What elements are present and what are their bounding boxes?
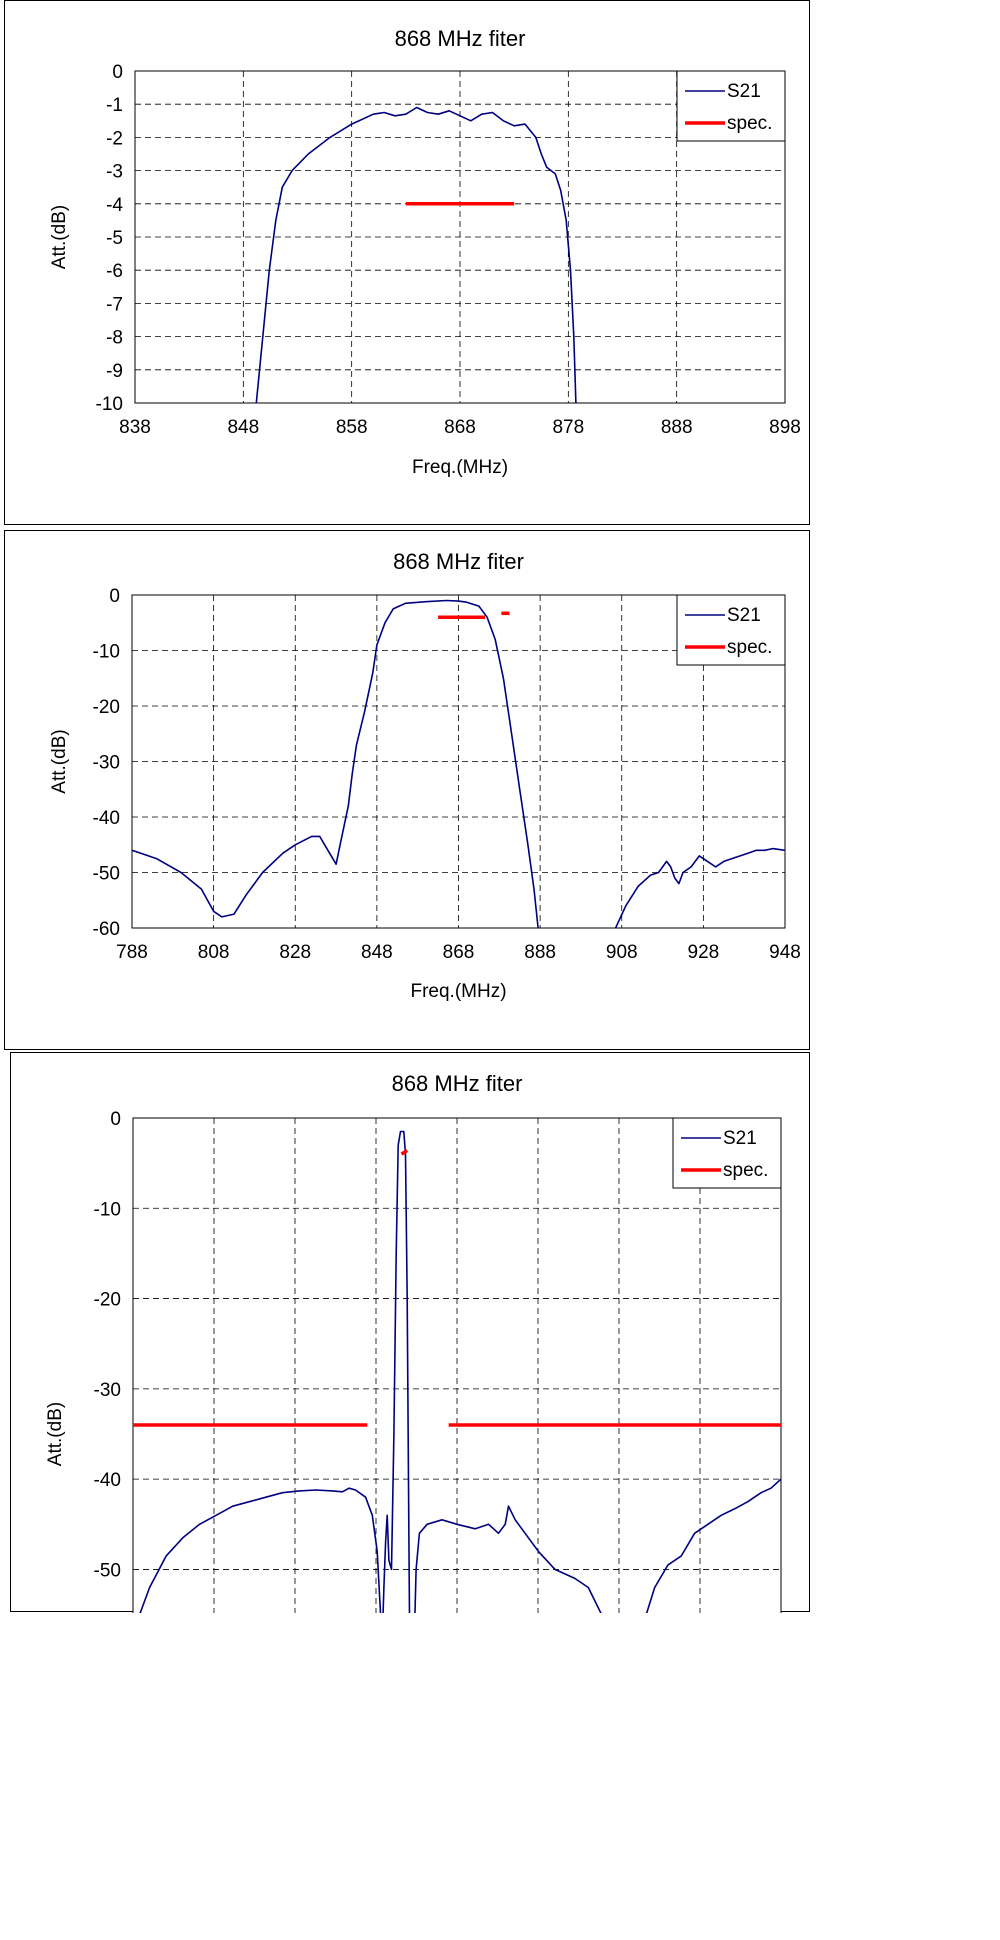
y-tick-label: -7: [106, 294, 123, 315]
legend: S21 spec.: [676, 594, 786, 666]
legend-label: S21: [723, 1128, 757, 1149]
x-tick-label: 808: [198, 942, 230, 963]
y-tick-label: -1: [106, 95, 123, 116]
x-tick-label: 948: [769, 942, 801, 963]
legend-label: S21: [727, 81, 761, 102]
x-axis-label: Freq.(MHz): [412, 457, 508, 478]
legend-label: spec.: [727, 113, 772, 134]
s21-line: [139, 1130, 781, 1613]
y-tick-label: -40: [93, 808, 120, 829]
y-tick-label: -10: [93, 642, 120, 663]
x-axis-label: Freq.(MHz): [410, 981, 506, 1002]
chart-title: 868 MHz fiter: [392, 1071, 523, 1096]
y-tick-label: -8: [106, 328, 123, 349]
legend-box: [676, 594, 786, 666]
x-tick-label: 888: [661, 417, 693, 438]
x-tick-label: 858: [336, 417, 368, 438]
y-tick-label: -50: [93, 864, 120, 885]
chart-title: 868 MHz fiter: [393, 549, 524, 574]
x-tick-label: 828: [279, 942, 311, 963]
legend-label: spec.: [727, 637, 772, 658]
y-tick-label: -10: [96, 394, 123, 415]
x-tick-label: 928: [688, 942, 720, 963]
y-tick-label: -4: [106, 195, 123, 216]
y-axis-label: Att.(dB): [45, 1402, 66, 1466]
chart-panel-2: 788 808 828 848 868 888 908 928 948 0 -10 -20 -30 -40…: [4, 530, 810, 1050]
chart-1: 838 848 858 868 878 888 898 0 -1 -2 -3 -4 -5 -6 -7 -8 -9…: [49, 26, 801, 478]
y-tick-label: -9: [106, 361, 123, 382]
s21-line: [132, 599, 539, 928]
y-tick-label: -60: [93, 919, 120, 940]
y-tick-label: -20: [93, 697, 120, 718]
x-tick-label: 888: [524, 942, 556, 963]
x-tick-label: 878: [552, 417, 584, 438]
y-tick-label: -50: [94, 1560, 121, 1581]
y-tick-label: -10: [94, 1199, 121, 1220]
y-tick-label: -20: [94, 1290, 121, 1311]
spec-line: [400, 1149, 409, 1156]
legend-label: S21: [727, 605, 761, 626]
chart-panel-3: 50294538781102512691513175620000-10-20-3…: [10, 1052, 810, 1613]
x-tick-label: 868: [443, 942, 475, 963]
legend: S21 spec.: [672, 1117, 782, 1189]
x-tick-label: 848: [227, 417, 259, 438]
y-tick-label: -5: [106, 228, 123, 249]
x-tick-label: 848: [361, 942, 393, 963]
chart-2: 788 808 828 848 868 888 908 928 948 0 -10 -20 -30 -40…: [49, 549, 801, 1002]
s21-line: [614, 847, 785, 928]
legend-label: spec.: [723, 1160, 768, 1181]
y-axis-label: Att.(dB): [49, 205, 70, 269]
chart-panel-1: 838 848 858 868 878 888 898 0 -1 -2 -3 -4 -5 -6 -7 -8 -9…: [4, 0, 810, 525]
legend-box: [676, 70, 786, 142]
y-tick-label: 0: [109, 586, 120, 607]
y-tick-label: 0: [112, 62, 123, 83]
y-axis-label: Att.(dB): [49, 729, 70, 793]
y-tick-label: -30: [94, 1380, 121, 1401]
y-tick-label: -2: [106, 128, 123, 149]
legend: S21 spec.: [676, 70, 786, 142]
chart-title: 868 MHz fiter: [395, 26, 526, 51]
y-tick-label: 0: [110, 1109, 121, 1130]
x-tick-label: 838: [119, 417, 151, 438]
x-tick-label: 868: [444, 417, 476, 438]
y-tick-label: -3: [106, 162, 123, 183]
chart-3: 50294538781102512691513175620000-10-20-3…: [45, 1071, 782, 1613]
x-tick-label: 908: [606, 942, 638, 963]
legend-box: [672, 1117, 782, 1189]
y-tick-label: -30: [93, 753, 120, 774]
y-tick-label: -6: [106, 261, 123, 282]
s21-line: [255, 106, 577, 403]
x-tick-label: 898: [769, 417, 801, 438]
y-tick-label: -40: [94, 1470, 121, 1491]
x-tick-label: 788: [116, 942, 148, 963]
